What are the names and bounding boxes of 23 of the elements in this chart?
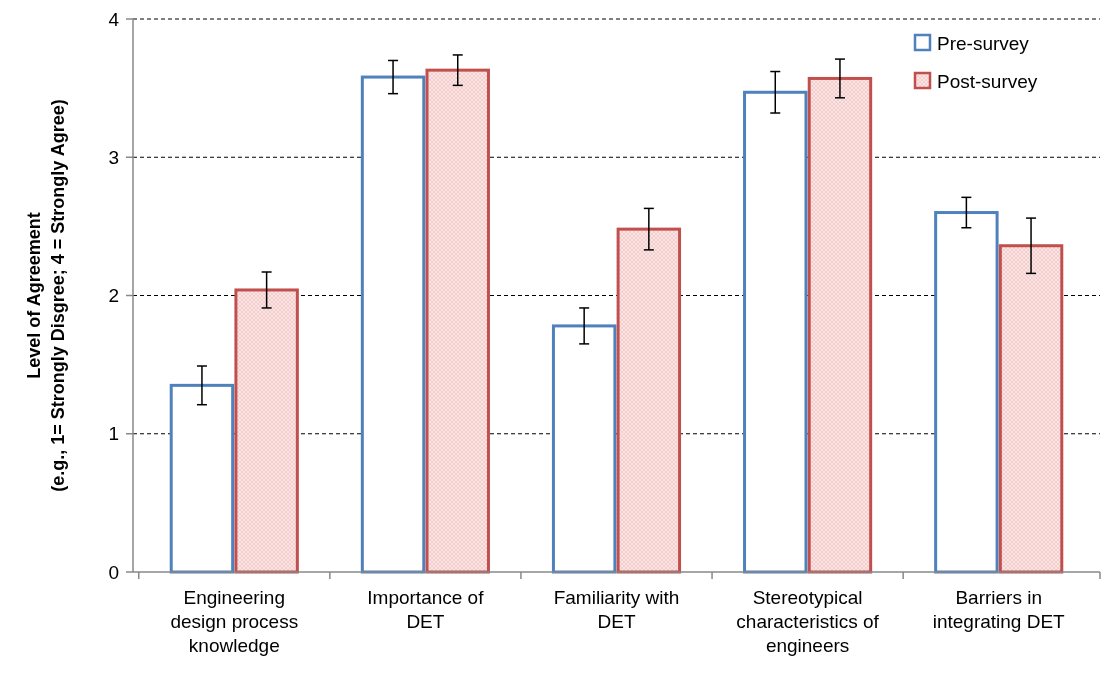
x-tick-label: Barriers in integrating DET	[932, 587, 1066, 632]
bar	[616, 227, 682, 574]
bar	[234, 288, 299, 574]
bar	[169, 383, 235, 574]
bar	[360, 75, 426, 574]
bar	[998, 244, 1064, 574]
bar	[551, 324, 617, 574]
bar	[743, 90, 808, 574]
legend-label: Post-survey	[937, 70, 1038, 92]
y-tick-label: 2	[108, 285, 119, 307]
y-axis-title: Level of Agreement (e.g., 1= Strongly Disgree; 4 = Strongly Agree)	[24, 99, 68, 492]
bar	[425, 68, 490, 574]
x-tick-label: Stereotypical characteristics of engineers	[736, 587, 880, 656]
y-tick-label: 4	[108, 8, 120, 30]
y-tick-label: 0	[108, 561, 119, 583]
x-tick-label: Engineering design process knowledge	[170, 587, 299, 656]
bar	[807, 76, 873, 574]
legend-label: Pre-survey	[937, 32, 1030, 54]
y-tick-label: 1	[108, 423, 119, 445]
x-tick-label: Familiarity with DET	[553, 587, 680, 632]
y-tick-label: 3	[108, 146, 119, 168]
bar	[934, 211, 999, 574]
x-tick-label: Importance of DET	[367, 587, 485, 632]
